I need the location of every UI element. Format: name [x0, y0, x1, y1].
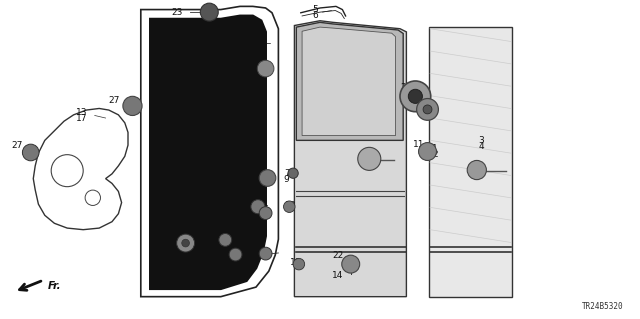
Text: 16: 16: [226, 44, 237, 53]
Text: 24: 24: [239, 63, 250, 72]
Circle shape: [200, 3, 218, 21]
Text: 8: 8: [259, 244, 264, 253]
Text: 5: 5: [313, 5, 318, 14]
Text: 2: 2: [433, 150, 438, 159]
Text: 3: 3: [479, 136, 484, 145]
Circle shape: [259, 207, 272, 219]
Circle shape: [417, 99, 438, 120]
Circle shape: [22, 144, 39, 161]
Polygon shape: [429, 27, 512, 297]
Circle shape: [259, 247, 272, 260]
Text: 28: 28: [401, 83, 412, 92]
Text: 25: 25: [246, 166, 258, 174]
Polygon shape: [294, 21, 406, 297]
Circle shape: [400, 81, 431, 112]
Text: 26: 26: [172, 233, 184, 242]
Text: 4: 4: [479, 142, 484, 151]
Text: 6: 6: [313, 11, 318, 20]
Text: 14: 14: [332, 271, 344, 280]
Circle shape: [408, 89, 422, 103]
Circle shape: [467, 160, 486, 180]
Text: Fr.: Fr.: [48, 280, 61, 291]
Circle shape: [284, 201, 295, 212]
Text: 18: 18: [217, 239, 228, 248]
Circle shape: [182, 239, 189, 247]
Circle shape: [219, 234, 232, 246]
Polygon shape: [150, 16, 266, 289]
Text: 20: 20: [218, 250, 230, 259]
Text: 22: 22: [332, 251, 344, 260]
Polygon shape: [296, 22, 403, 140]
Circle shape: [229, 248, 242, 261]
Text: 11: 11: [415, 100, 427, 109]
Text: 11: 11: [413, 140, 425, 149]
Text: TR24B5320: TR24B5320: [582, 302, 624, 311]
Polygon shape: [302, 27, 396, 136]
Circle shape: [177, 234, 195, 252]
Circle shape: [259, 170, 276, 186]
Text: 12: 12: [226, 38, 237, 47]
Text: 15: 15: [217, 233, 228, 242]
Circle shape: [342, 255, 360, 273]
Text: 7: 7: [284, 169, 289, 178]
Circle shape: [293, 258, 305, 270]
Text: 20: 20: [234, 205, 246, 214]
Text: 1: 1: [433, 145, 438, 153]
Text: 27: 27: [108, 96, 120, 105]
Circle shape: [123, 96, 142, 115]
Text: 19: 19: [290, 258, 301, 267]
Circle shape: [423, 105, 432, 114]
Circle shape: [257, 60, 274, 77]
Text: 27: 27: [12, 141, 23, 150]
Circle shape: [358, 147, 381, 170]
Circle shape: [251, 200, 265, 214]
Text: 9: 9: [284, 175, 289, 184]
Text: 19: 19: [285, 201, 297, 210]
Text: 10: 10: [255, 250, 267, 259]
Text: 13: 13: [76, 108, 88, 117]
Text: 23: 23: [171, 8, 182, 17]
Circle shape: [288, 168, 298, 178]
Circle shape: [419, 143, 436, 160]
Text: 21: 21: [236, 198, 248, 207]
Text: 17: 17: [76, 114, 88, 123]
